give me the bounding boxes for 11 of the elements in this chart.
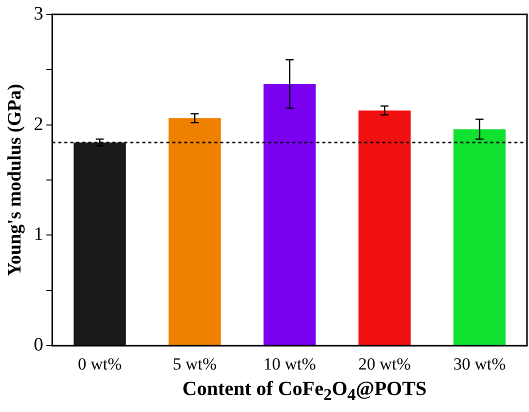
y-axis-title: Young's modulus (GPa) xyxy=(4,84,26,276)
x-tick-label: 10 wt% xyxy=(263,354,316,374)
x-tick-label: 30 wt% xyxy=(453,354,506,374)
y-tick-label: 1 xyxy=(34,224,44,246)
x-tick-label: 0 wt% xyxy=(78,354,122,374)
x-tick-label: 5 wt% xyxy=(172,354,217,374)
x-axis-title: Content of CoFe$_{2}$O$_{4}$@POTS xyxy=(181,378,428,405)
x-tick-label: 20 wt% xyxy=(358,354,411,374)
y-tick-label: 3 xyxy=(34,3,44,24)
y-tick-label: 0 xyxy=(34,334,44,356)
y-tick-label: 2 xyxy=(34,114,44,135)
